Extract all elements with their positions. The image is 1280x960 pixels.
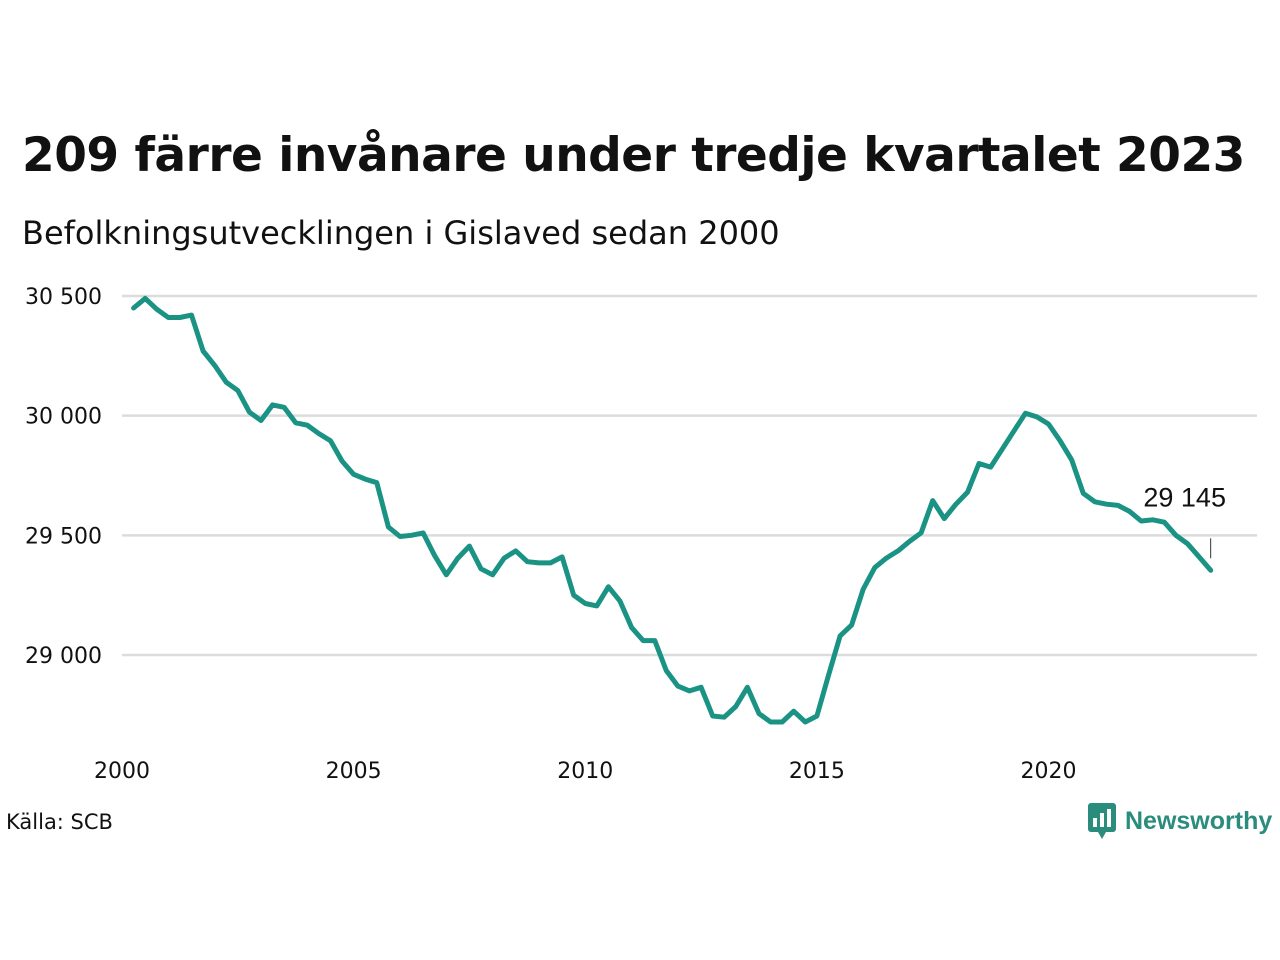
- newsworthy-logo-icon: [1088, 803, 1116, 839]
- gridlines: [122, 294, 1257, 657]
- y-tick-label: 30 000: [25, 405, 102, 430]
- end-value-label: 29 145: [1143, 482, 1226, 512]
- y-tick-label: 30 500: [25, 285, 102, 310]
- x-axis-tick-labels: 2000 2005 2010 2015 2020: [94, 759, 1077, 784]
- x-tick-label: 2020: [1021, 759, 1077, 784]
- newsworthy-logo[interactable]: Newsworthy: [1088, 803, 1272, 839]
- y-tick-label: 29 000: [25, 644, 102, 669]
- y-axis-tick-labels: 29 000 29 500 30 000 30 500: [25, 285, 102, 669]
- chart-title: 209 färre invånare under tredje kvartale…: [22, 128, 1245, 183]
- x-tick-label: 2010: [557, 759, 613, 784]
- newsworthy-logo-text: Newsworthy: [1125, 806, 1273, 835]
- x-tick-label: 2000: [94, 759, 150, 784]
- y-tick-label: 29 500: [25, 524, 102, 549]
- x-tick-label: 2005: [326, 759, 382, 784]
- source-note: Källa: SCB: [6, 810, 113, 834]
- chart-subtitle: Befolkningsutvecklingen i Gislaved sedan…: [22, 214, 780, 252]
- x-tick-label: 2015: [789, 759, 845, 784]
- population-line: [131, 295, 1214, 725]
